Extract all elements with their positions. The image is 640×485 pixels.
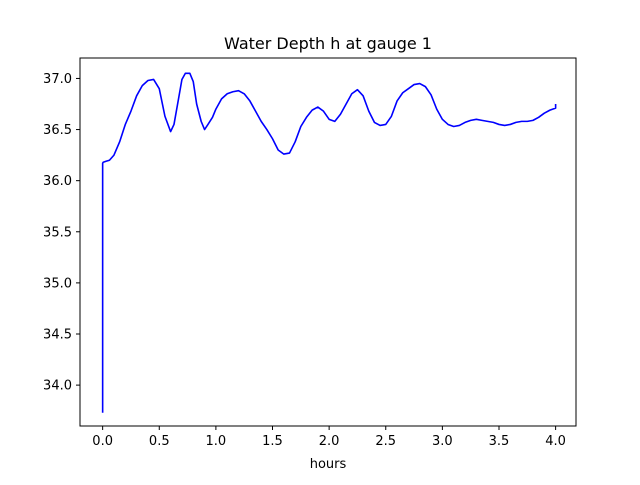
x-tick-label: 2.0 <box>319 434 340 449</box>
axes-frame <box>79 57 577 427</box>
chart-title: Water Depth h at gauge 1 <box>224 34 432 53</box>
y-tick-label: 37.0 <box>43 72 72 87</box>
y-tick-label: 36.0 <box>43 174 72 189</box>
y-tick-label: 34.0 <box>43 379 72 394</box>
y-tick-label: 36.5 <box>43 123 72 138</box>
x-tick-label: 2.5 <box>375 434 396 449</box>
y-tick-label: 34.5 <box>43 328 72 343</box>
series-layer <box>101 72 557 413</box>
x-tick-label: 3.0 <box>432 434 453 449</box>
x-axis-ticks: 0.0 0.5 1.0 1.5 2.0 2.5 3.0 3.5 4.0 <box>92 426 566 449</box>
series-line-0 <box>101 72 557 413</box>
y-tick-label: 35.0 <box>43 276 72 291</box>
y-tick-label: 35.5 <box>43 225 72 240</box>
x-tick-label: 0.5 <box>149 434 170 449</box>
x-tick-label: 1.0 <box>206 434 227 449</box>
x-tick-label: 0.0 <box>92 434 113 449</box>
x-tick-label: 3.5 <box>489 434 510 449</box>
x-tick-label: 1.5 <box>262 434 283 449</box>
x-axis-label: hours <box>310 457 347 472</box>
x-tick-label: 4.0 <box>545 434 566 449</box>
y-axis-ticks: 34.0 34.5 35.0 35.5 36.0 36.5 37.0 <box>43 72 80 394</box>
